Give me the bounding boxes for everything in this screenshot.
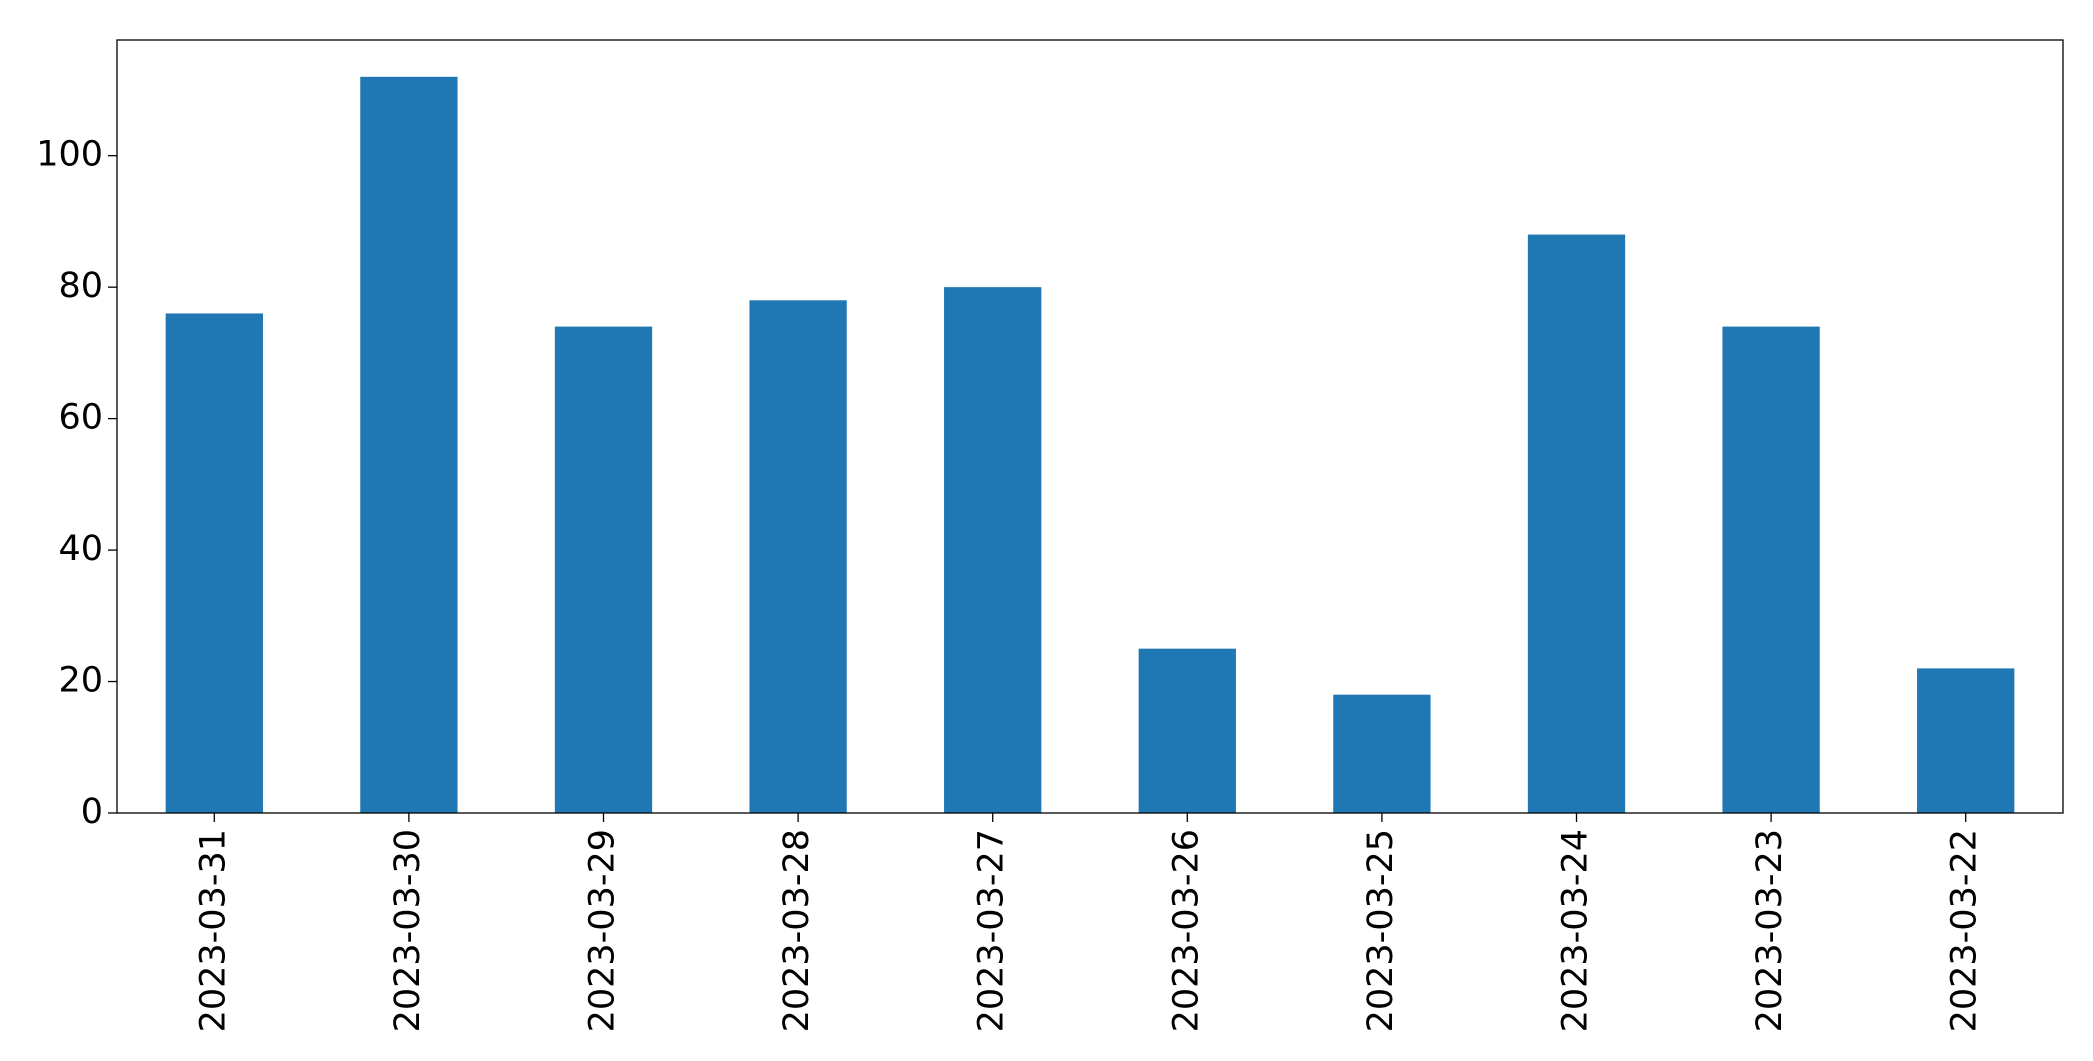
x-tick-label: 2023-03-22 — [1945, 829, 1985, 1032]
x-tick-label: 2023-03-31 — [193, 829, 233, 1032]
bar — [944, 287, 1042, 813]
bar — [1333, 694, 1431, 813]
y-tick-label: 20 — [58, 661, 103, 701]
x-tick-label: 2023-03-28 — [777, 829, 817, 1032]
plot-frame — [116, 39, 2064, 814]
bar — [360, 76, 458, 814]
bar — [165, 313, 263, 813]
x-tick-label: 2023-03-25 — [1361, 829, 1401, 1032]
x-tick-label: 2023-03-24 — [1556, 829, 1596, 1032]
bar — [1917, 668, 2015, 813]
y-tick-label: 40 — [58, 529, 103, 569]
bar — [554, 326, 653, 813]
x-tick-label: 2023-03-30 — [388, 829, 428, 1032]
bar — [1138, 648, 1236, 813]
bar — [1527, 234, 1626, 813]
y-tick-label: 100 — [36, 135, 103, 175]
x-tick-label: 2023-03-23 — [1750, 829, 1790, 1032]
bar — [749, 300, 847, 814]
y-tick-label: 0 — [81, 792, 103, 832]
y-tick-label: 60 — [58, 398, 103, 438]
x-tick-label: 2023-03-27 — [972, 829, 1012, 1032]
y-tick-label: 80 — [58, 266, 103, 306]
x-tick-label: 2023-03-29 — [583, 829, 623, 1032]
x-tick-label: 2023-03-26 — [1166, 829, 1206, 1032]
bar — [1722, 326, 1820, 813]
